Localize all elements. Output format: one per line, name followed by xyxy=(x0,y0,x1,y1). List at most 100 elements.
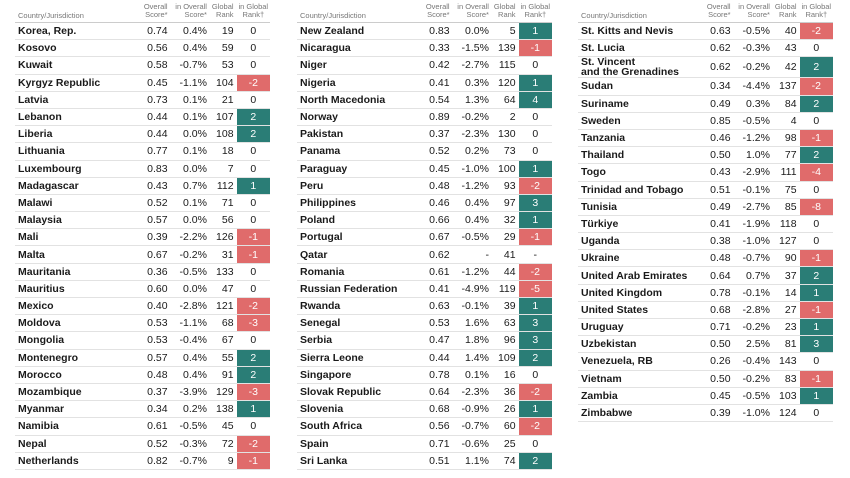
table-row: Poland 0.66 0.4% 32 1 xyxy=(297,212,553,230)
global-rank: 126 xyxy=(216,231,234,244)
table-row: Slovenia 0.68 -0.9% 26 1 xyxy=(297,401,553,419)
global-rank: 81 xyxy=(784,338,797,351)
table: Country/Jurisdiction Overall Score* in Ove… xyxy=(15,0,271,470)
score-change: 1.8% xyxy=(465,334,489,347)
global-rank: 139 xyxy=(498,42,516,55)
country: Sri Lanka xyxy=(300,454,348,467)
overall-score: 0.51 xyxy=(429,454,450,467)
score-change: -0.2% xyxy=(461,111,489,124)
score-change: -2.7% xyxy=(461,59,489,72)
overall-score: 0.34 xyxy=(147,403,168,416)
country: Spain xyxy=(300,437,329,450)
global-rank: 32 xyxy=(503,214,516,227)
country: Russian Federation xyxy=(300,282,398,295)
overall-score: 0.71 xyxy=(429,437,450,450)
country: Panama xyxy=(300,145,341,158)
global-rank: 72 xyxy=(221,437,234,450)
table-row: Malaysia 0.57 0.0% 56 0 xyxy=(15,212,270,230)
rank-change: -2 xyxy=(518,263,553,280)
table: Country/Jurisdiction Overall Score* in Ove… xyxy=(297,0,553,470)
global-rank: 104 xyxy=(216,76,234,89)
overall-score: 0.48 xyxy=(710,252,731,265)
table-row: Portugal 0.67 -0.5% 29 -1 xyxy=(297,229,553,247)
table-row: Nigeria 0.41 0.3% 120 1 xyxy=(297,74,553,92)
rank-change: 2 xyxy=(236,108,271,126)
rank-change: 1 xyxy=(518,23,553,40)
rank-change: 1 xyxy=(518,160,553,177)
rank-change: 0 xyxy=(250,59,257,72)
table-row: Suriname 0.49 0.3% 84 2 xyxy=(578,95,834,113)
rank-change: 1 xyxy=(236,401,271,418)
rank-change: 0 xyxy=(532,368,539,381)
overall-score: 0.45 xyxy=(429,162,450,175)
rank-change: 0 xyxy=(250,334,257,347)
country: Romania xyxy=(300,265,345,278)
score-change: 1.6% xyxy=(465,317,489,330)
global-rank: 27 xyxy=(784,303,797,316)
overall-score: 0.58 xyxy=(147,59,168,72)
score-change: 0.0% xyxy=(183,128,207,141)
country: Nigeria xyxy=(300,76,336,89)
overall-score: 0.64 xyxy=(429,386,450,399)
table-row: Uruguay 0.71 -0.2% 23 1 xyxy=(578,319,834,337)
overall-score: 0.63 xyxy=(429,300,450,313)
score-change: -0.7% xyxy=(179,59,207,72)
global-rank: 60 xyxy=(503,420,516,433)
country: Nepal xyxy=(18,437,47,450)
rank-change: -1 xyxy=(799,301,834,318)
score-change: 0.4% xyxy=(465,214,489,227)
rank-change: -1 xyxy=(236,246,271,263)
global-rank: 56 xyxy=(221,214,234,227)
table-row: St. Lucia 0.62 -0.3% 43 0 xyxy=(578,40,833,58)
country: Singapore xyxy=(300,368,352,381)
table-row: Serbia 0.47 1.8% 96 3 xyxy=(297,332,553,350)
score-change: 0.1% xyxy=(183,111,207,124)
global-rank: 133 xyxy=(216,265,234,278)
country: Trinidad and Tobago xyxy=(581,183,684,196)
score-change: -0.9% xyxy=(461,403,489,416)
overall-score: 0.52 xyxy=(147,196,168,209)
score-change: -2.2% xyxy=(179,231,207,244)
country: Slovenia xyxy=(300,403,344,416)
overall-score: 0.52 xyxy=(429,145,450,158)
score-change: 0.3% xyxy=(465,76,489,89)
country: Thailand xyxy=(581,149,625,162)
country: Uruguay xyxy=(581,321,624,334)
rank-change: -3 xyxy=(236,315,271,332)
table-row: Myanmar 0.34 0.2% 138 1 xyxy=(15,401,271,419)
overall-score: 0.49 xyxy=(710,200,731,213)
country: Philippines xyxy=(300,196,357,209)
global-rank: 103 xyxy=(779,389,797,402)
country: St. Vincent and the Grenadines xyxy=(581,56,680,79)
score-change: -1.1% xyxy=(179,76,207,89)
table-row: South Africa 0.56 -0.7% 60 -2 xyxy=(297,418,553,436)
score-change: -1.1% xyxy=(179,317,207,330)
score-change: -1.2% xyxy=(742,132,770,145)
overall-score: 0.61 xyxy=(429,265,450,278)
table: Country/Jurisdiction Overall Score* in Ove… xyxy=(578,0,834,423)
overall-score: 0.49 xyxy=(710,97,731,110)
global-rank: 96 xyxy=(503,334,516,347)
global-rank: 63 xyxy=(503,317,516,330)
overall-score: 0.57 xyxy=(147,351,168,364)
country: United Kingdom xyxy=(581,286,663,299)
overall-score: 0.82 xyxy=(147,454,168,467)
rank-change: -2 xyxy=(236,74,271,91)
column-header: Country/Jurisdiction xyxy=(300,11,366,20)
overall-score: 0.38 xyxy=(710,235,731,248)
score-change: 1.0% xyxy=(746,149,770,162)
table-row: Romania 0.61 -1.2% 44 -2 xyxy=(297,263,553,281)
rank-change: -2 xyxy=(518,177,553,194)
overall-score: 0.60 xyxy=(147,282,168,295)
overall-score: 0.64 xyxy=(710,269,731,282)
rank-change: 0 xyxy=(813,183,820,196)
rank-change: 0 xyxy=(813,407,820,420)
table-row: Malawi 0.52 0.1% 71 0 xyxy=(15,195,270,213)
rank-change: 0 xyxy=(813,217,820,230)
global-rank: 100 xyxy=(498,162,516,175)
rank-change: 2 xyxy=(518,349,553,366)
score-change: 1.4% xyxy=(465,351,489,364)
global-rank: 36 xyxy=(503,386,516,399)
overall-score: 0.67 xyxy=(429,231,450,244)
table-row: Mali 0.39 -2.2% 126 -1 xyxy=(15,229,271,247)
